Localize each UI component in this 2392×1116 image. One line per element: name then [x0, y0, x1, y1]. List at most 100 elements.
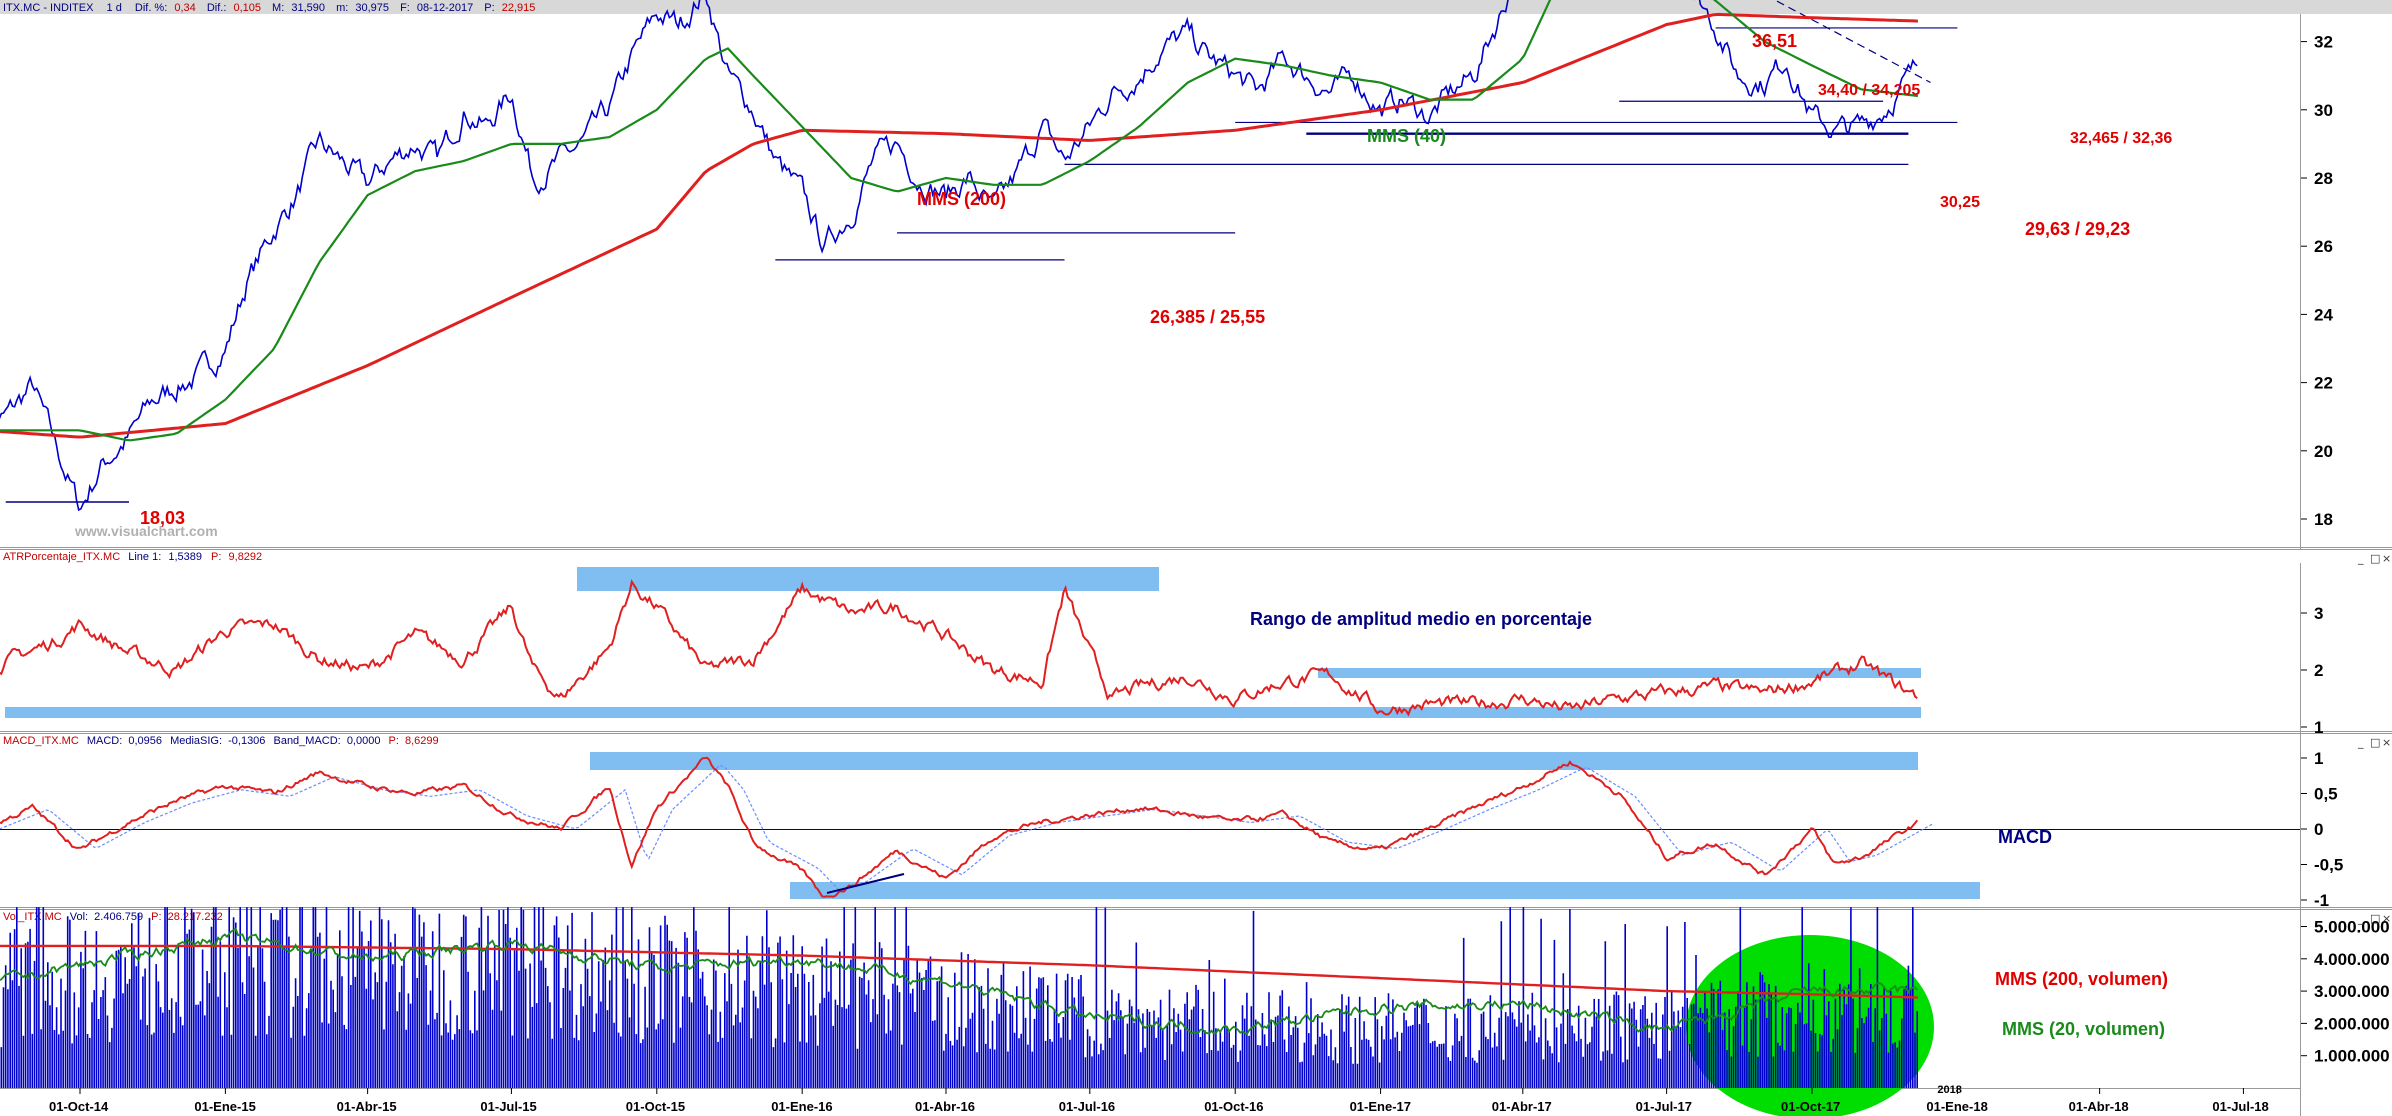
trendline-bearish: [1773, 0, 1931, 84]
mms200-series: [0, 12, 1918, 439]
x-tick-label: 01-Ene-18: [1926, 1099, 1987, 1114]
price-tick-label: 20: [2314, 442, 2333, 461]
atr-tick-label: 1: [2314, 718, 2323, 737]
atr-band-bottom: [5, 707, 1921, 718]
x-axis: 01-Oct-14 01-Ene-15 01-Abr-15 01-Jul-15 01-O…: [49, 1084, 2269, 1114]
atr-header: ATRPorcentaje_ITX.MC Line 1: 1,5389 P: 9…: [3, 551, 262, 563]
vol-vol-value: 2.406.759: [94, 911, 143, 923]
atr-highlight-bands: [5, 567, 1921, 718]
label-high: 36,51: [1752, 31, 1797, 51]
x-tick-label: 01-Abr-18: [2069, 1099, 2129, 1114]
macd-name: MACD_ITX.MC: [3, 735, 79, 747]
label-26385: 26,385 / 25,55: [1150, 307, 1265, 327]
macd-sig-label: MediaSIG:: [170, 735, 222, 747]
atr-title: Rango de amplitud medio en porcentaje: [1250, 609, 1592, 629]
label-mms200: MMS (200): [917, 189, 1006, 209]
header-p-label: P:: [484, 2, 494, 14]
minimize-icon[interactable]: _: [2357, 552, 2364, 565]
price-tick-label: 26: [2314, 237, 2333, 256]
price-series: [0, 0, 1918, 512]
macd-title: MACD: [1998, 827, 2052, 847]
volume-tick-label: 2.000.000: [2314, 1014, 2390, 1033]
atr-name: ATRPorcentaje_ITX.MC: [3, 551, 120, 563]
price-panel: 18202224262830323436 MMS (200) MMS (40) …: [0, 0, 2333, 539]
label-32465: 32,465 / 32,36: [2070, 130, 2172, 147]
minimize-icon[interactable]: _: [2357, 736, 2364, 749]
atr-y-axis: 1 2 3: [2301, 604, 2323, 737]
macd-signal-series: [0, 764, 1934, 891]
volume-highlight-circle: [1686, 935, 1934, 1116]
label-3025: 30,25: [1940, 194, 1980, 211]
x-tick-label: 01-Ene-15: [194, 1099, 255, 1114]
vol-mms20-label: MMS (20, volumen): [2002, 1019, 2165, 1039]
watermark: www.visualchart.com: [74, 523, 218, 539]
x-year-marker: 2018: [1937, 1084, 1961, 1096]
price-y-axis: 18202224262830323436: [2301, 33, 2333, 529]
volume-bars: [0, 907, 1918, 1088]
support-resistance-lines: [5, 27, 1958, 503]
maximize-icon[interactable]: □: [2370, 912, 2380, 925]
price-tick-label: 22: [2314, 374, 2333, 393]
macd-band-value: 0,0000: [347, 735, 381, 747]
atr-tick-label: 3: [2314, 604, 2323, 623]
vol-name: Vol_ITX.MC: [3, 911, 62, 923]
panel-window-buttons: _ □ ×_ □ ×_ □ ×: [2357, 552, 2391, 925]
header-period: 1 d: [107, 2, 122, 14]
volume-panel: Vol_ITX.MC Vol: 2.406.759 P: 28.217.232 …: [0, 907, 2390, 1116]
volume-bar-series: [0, 907, 1918, 1088]
header-max-value: 31,590: [291, 2, 325, 14]
price-tick-label: 24: [2314, 305, 2333, 324]
volume-tick-label: 1.000.000: [2314, 1047, 2390, 1066]
close-icon[interactable]: ×: [2382, 552, 2391, 565]
mms40-series: [0, 0, 1919, 442]
macd-p-value: 8,6299: [405, 735, 439, 747]
x-tick-label: 01-Oct-15: [626, 1099, 685, 1114]
label-low: 18,03: [140, 508, 185, 528]
vol-mms20-series: [0, 927, 1918, 1036]
header-diffpct-value: 0,34: [174, 2, 195, 14]
minimize-icon[interactable]: _: [2357, 912, 2364, 925]
vol-p-value: 28.217.232: [168, 911, 223, 923]
macd-tick-label: -1: [2314, 891, 2329, 910]
macd-panel: MACD_ITX.MC MACD: 0,0956 MediaSIG: -0,13…: [0, 735, 2343, 910]
x-tick-label: 01-Ene-17: [1350, 1099, 1411, 1114]
macd-tick-label: 1: [2314, 749, 2323, 768]
atr-line-value: 1,5389: [168, 551, 202, 563]
x-tick-label: 01-Jul-15: [480, 1099, 536, 1114]
x-tick-label: 01-Ene-16: [771, 1099, 832, 1114]
trendline-dashed: [1773, 0, 1931, 84]
maximize-icon[interactable]: □: [2370, 736, 2380, 749]
macd-macd-label: MACD:: [87, 735, 122, 747]
header-diff-label: Dif.:: [207, 2, 227, 14]
price-header: ITX.MC - INDITEX 1 d Dif. %: 0,34 Dif.: …: [3, 2, 535, 14]
macd-tick-label: 0: [2314, 820, 2323, 839]
x-tick-label: 01-Jul-18: [2212, 1099, 2268, 1114]
volume-header: Vol_ITX.MC Vol: 2.406.759 P: 28.217.232: [3, 911, 223, 923]
header-symbol: ITX.MC - INDITEX: [3, 2, 94, 14]
atr-line-label: Line 1:: [128, 551, 161, 563]
atr-series: [0, 579, 1918, 717]
atr-band-top: [577, 567, 1159, 591]
x-tick-label: 01-Oct-17: [1781, 1099, 1840, 1114]
maximize-icon[interactable]: □: [2370, 552, 2380, 565]
x-tick-label: 01-Jul-17: [1636, 1099, 1692, 1114]
label-mms40: MMS (40): [1367, 126, 1446, 146]
macd-sig-value: -0,1306: [228, 735, 265, 747]
x-tick-label: 01-Abr-17: [1492, 1099, 1552, 1114]
vol-mms200-label: MMS (200, volumen): [1995, 969, 2168, 989]
macd-divergence-line: [826, 873, 905, 894]
header-diff-value: 0,105: [233, 2, 261, 14]
vol-p-label: P:: [151, 911, 161, 923]
header-max-label: M:: [272, 2, 284, 14]
x-tick-label: 01-Abr-16: [915, 1099, 975, 1114]
atr-tick-label: 2: [2314, 661, 2323, 680]
close-icon[interactable]: ×: [2382, 912, 2391, 925]
header-min-value: 30,975: [355, 2, 389, 14]
price-tick-label: 30: [2314, 101, 2333, 120]
close-icon[interactable]: ×: [2382, 736, 2391, 749]
price-tick-label: 32: [2314, 33, 2333, 52]
x-tick-label: 01-Abr-15: [337, 1099, 397, 1114]
header-date-value: 08-12-2017: [417, 2, 473, 14]
volume-tick-label: 5.000.000: [2314, 918, 2390, 937]
atr-panel: ATRPorcentaje_ITX.MC Line 1: 1,5389 P: 9…: [0, 550, 2392, 737]
